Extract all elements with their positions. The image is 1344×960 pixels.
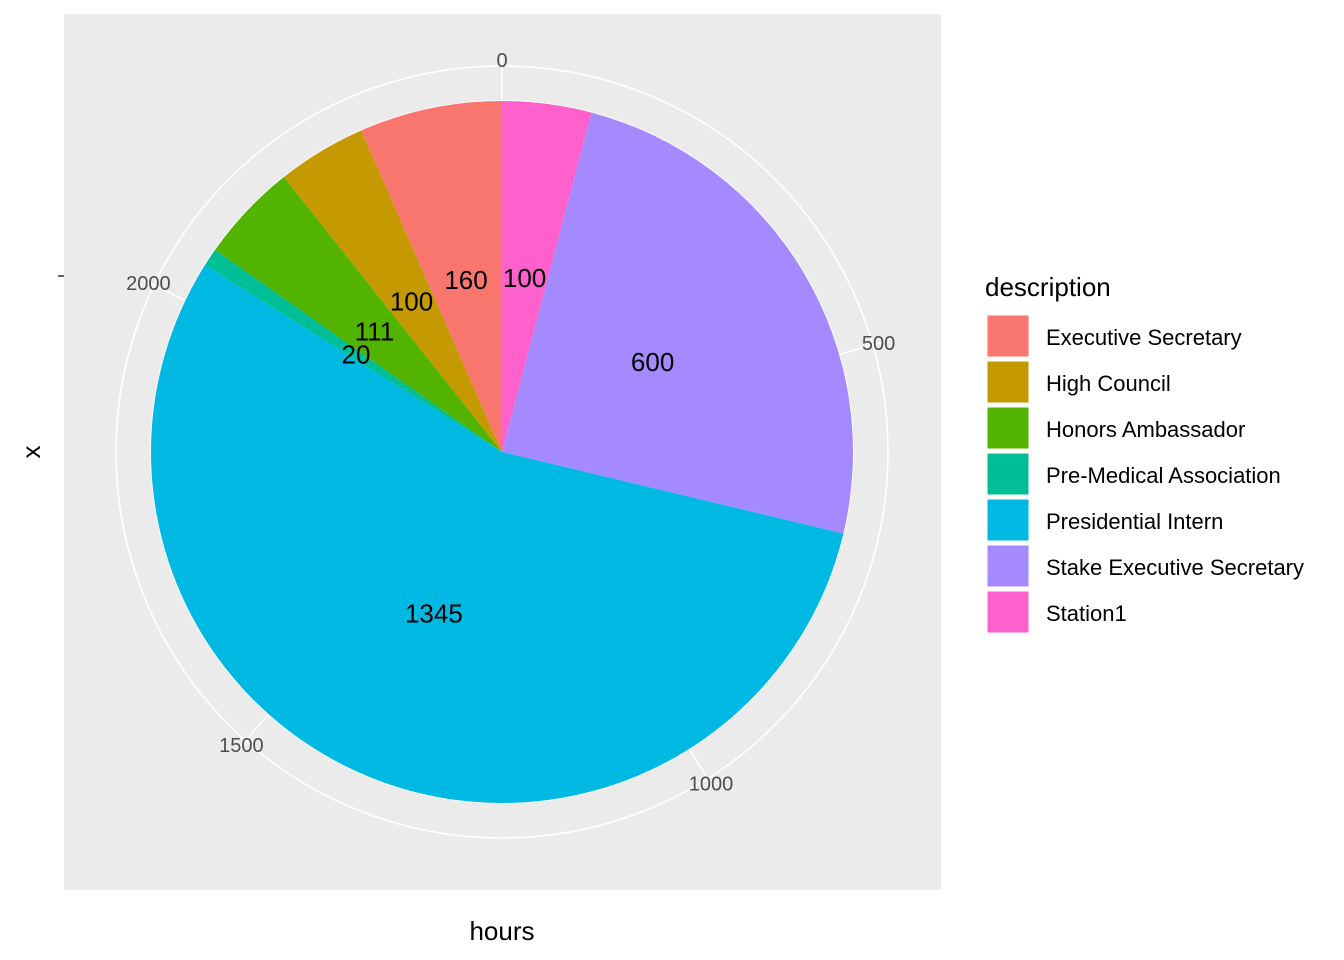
pie-slice <box>502 112 853 534</box>
legend-key <box>986 498 1030 542</box>
legend-key <box>986 360 1030 404</box>
slice-value-label: 600 <box>631 347 674 377</box>
legend-label: Honors Ambassador <box>1046 417 1245 442</box>
theta-ticks: 0 500 1000 1500 2000 <box>126 50 895 796</box>
slice-value-label: 111 <box>355 316 395 346</box>
pie-slices <box>150 101 853 804</box>
legend-key <box>986 452 1030 496</box>
slice-value-label: 20 <box>342 340 371 370</box>
theta-tick-label: 1500 <box>219 735 264 757</box>
legend-key <box>986 314 1030 358</box>
legend-key <box>986 406 1030 450</box>
pie-slice <box>215 177 502 452</box>
theta-tick-label: 2000 <box>126 273 171 295</box>
legend-label: High Council <box>1046 371 1171 396</box>
theta-tick-label: 1000 <box>689 774 734 796</box>
legend-label: Pre-Medical Association <box>1046 463 1281 488</box>
grid-spoke <box>688 748 715 789</box>
theta-tick-label: 500 <box>862 333 895 355</box>
legend-title: description <box>985 272 1111 302</box>
pie-slice <box>283 130 502 452</box>
grid-spoke <box>838 341 884 356</box>
legend-label: Presidential Intern <box>1046 509 1223 534</box>
slice-value-label: 100 <box>390 287 433 317</box>
pie-slice <box>150 264 844 804</box>
slice-value-label: 1345 <box>405 599 463 629</box>
pie-slice <box>205 249 502 452</box>
theta-tick-label: 0 <box>496 50 507 72</box>
x-axis-title: hours <box>469 916 534 946</box>
slice-value-label: 100 <box>503 263 546 293</box>
legend-label: Stake Executive Secretary <box>1046 555 1304 580</box>
legend: description Executive Secretary High Coun… <box>985 272 1304 634</box>
y-axis-title: x <box>16 446 46 459</box>
grid-spoke <box>143 279 186 302</box>
pie-slice <box>361 101 502 452</box>
slice-value-label: 160 <box>444 265 487 295</box>
grid-spoke <box>237 713 270 750</box>
legend-key <box>986 544 1030 588</box>
legend-label: Executive Secretary <box>1046 325 1242 350</box>
legend-label: Station1 <box>1046 601 1127 626</box>
legend-key <box>986 590 1030 634</box>
pie-slice <box>502 101 592 452</box>
